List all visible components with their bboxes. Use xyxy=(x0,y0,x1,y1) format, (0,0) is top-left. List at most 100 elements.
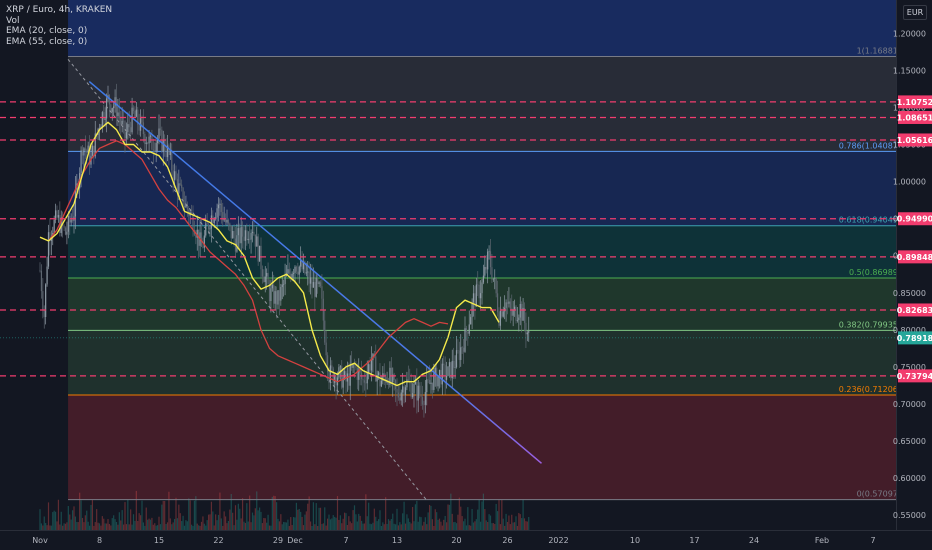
volume-bar xyxy=(292,517,295,530)
volume-bar xyxy=(509,524,511,530)
candle-body xyxy=(526,332,528,335)
candle-body xyxy=(475,284,477,307)
volume-bar xyxy=(349,521,351,530)
volume-bar xyxy=(86,510,88,530)
volume-bar xyxy=(319,507,322,530)
volume-bar xyxy=(104,523,106,530)
volume-bar xyxy=(56,521,58,530)
volume-bar xyxy=(484,509,486,530)
candle-body xyxy=(77,183,79,189)
candle-body xyxy=(309,277,312,284)
candle-body xyxy=(352,363,354,368)
candle-body xyxy=(301,260,303,270)
volume-bar xyxy=(165,523,167,530)
volume-bar xyxy=(314,524,316,530)
candle-body xyxy=(515,306,517,321)
volume-bar xyxy=(244,522,247,530)
candle-body xyxy=(433,373,435,390)
candle-body xyxy=(522,307,524,321)
candle-body xyxy=(331,365,333,369)
candle-body xyxy=(436,367,438,387)
fib-bands xyxy=(68,0,908,500)
volume-bar xyxy=(302,525,305,530)
candle-body xyxy=(300,260,302,267)
candle-body xyxy=(434,367,436,374)
volume-bar xyxy=(76,521,78,530)
candle-body xyxy=(508,301,510,304)
price-axis-bg xyxy=(897,0,932,530)
fib-label-0.236: 0.236(0.71206) xyxy=(839,385,901,394)
candle-body xyxy=(298,266,300,275)
fib-label-1: 1(1.16881) xyxy=(857,46,901,55)
price-tick-label: 0.55000 xyxy=(893,511,926,520)
candle-body xyxy=(104,118,106,120)
volume-bar xyxy=(131,524,133,530)
volume-bar xyxy=(525,521,527,530)
volume-bar xyxy=(360,520,363,530)
volume-bar xyxy=(260,511,262,530)
legend-vol[interactable]: Vol xyxy=(6,15,20,26)
candle-body xyxy=(168,145,170,156)
candle-body xyxy=(130,127,132,133)
candle-body xyxy=(393,374,395,380)
volume-bar xyxy=(47,502,50,530)
volume-bar xyxy=(161,504,163,530)
volume-bar xyxy=(96,509,98,530)
candle-body xyxy=(369,364,371,371)
chart-legend: XRP / Euro, 4h, KRAKEN Vol EMA (20, clos… xyxy=(6,5,112,47)
volume-bar xyxy=(489,515,492,530)
volume-bar xyxy=(403,501,405,530)
candle-body xyxy=(506,302,509,304)
legend-ema55[interactable]: EMA (55, close, 0) xyxy=(6,36,88,47)
volume-bar xyxy=(178,504,180,530)
volume-bar xyxy=(81,517,84,530)
volume-bar xyxy=(164,500,166,530)
candle-body xyxy=(423,404,425,406)
candle-body xyxy=(366,372,368,384)
candle-body xyxy=(244,230,247,241)
candle-body xyxy=(165,151,167,158)
volume-bar xyxy=(227,520,230,530)
candle-body xyxy=(413,383,415,394)
volume-bar xyxy=(224,516,227,530)
candle-body xyxy=(458,350,460,360)
candle-body xyxy=(437,375,439,387)
candle-body xyxy=(148,136,150,144)
candle-body xyxy=(319,282,322,287)
volume-bar xyxy=(182,515,184,530)
volume-bar xyxy=(492,523,494,530)
candle-body xyxy=(144,134,146,144)
volume-bar xyxy=(137,520,139,530)
volume-bar xyxy=(358,513,360,530)
volume-bar xyxy=(83,522,85,530)
candle-body xyxy=(521,303,523,321)
candle-body xyxy=(339,366,341,368)
candle-body xyxy=(127,124,129,133)
volume-bar xyxy=(304,514,306,530)
fib-label-0: 0(0.57097) xyxy=(857,490,901,499)
legend-ema20[interactable]: EMA (20, close, 0) xyxy=(6,26,88,36)
volume-bar xyxy=(346,524,349,530)
candle-body xyxy=(224,219,227,223)
time-tick-label: 8 xyxy=(97,536,102,545)
volume-bar xyxy=(57,499,60,530)
volume-bar xyxy=(172,522,174,530)
candle-body xyxy=(392,374,394,383)
volume-bar xyxy=(471,508,473,530)
volume-bar xyxy=(318,507,320,530)
candle-body xyxy=(479,293,482,299)
time-tick-label: 13 xyxy=(392,536,402,545)
time-tick-label: 29 xyxy=(273,536,283,545)
candle-body xyxy=(448,362,451,367)
legend-symbol[interactable]: XRP / Euro, 4h, KRAKEN xyxy=(6,5,113,15)
candle-body xyxy=(410,382,412,398)
candle-body xyxy=(120,118,122,125)
volume-bar xyxy=(200,521,203,530)
level-label-bg xyxy=(898,133,932,147)
candle-body xyxy=(438,369,441,376)
ema55-line xyxy=(47,140,449,383)
candle-body xyxy=(49,232,51,242)
volume-bar xyxy=(475,519,477,530)
currency-button[interactable]: EUR xyxy=(903,5,927,20)
